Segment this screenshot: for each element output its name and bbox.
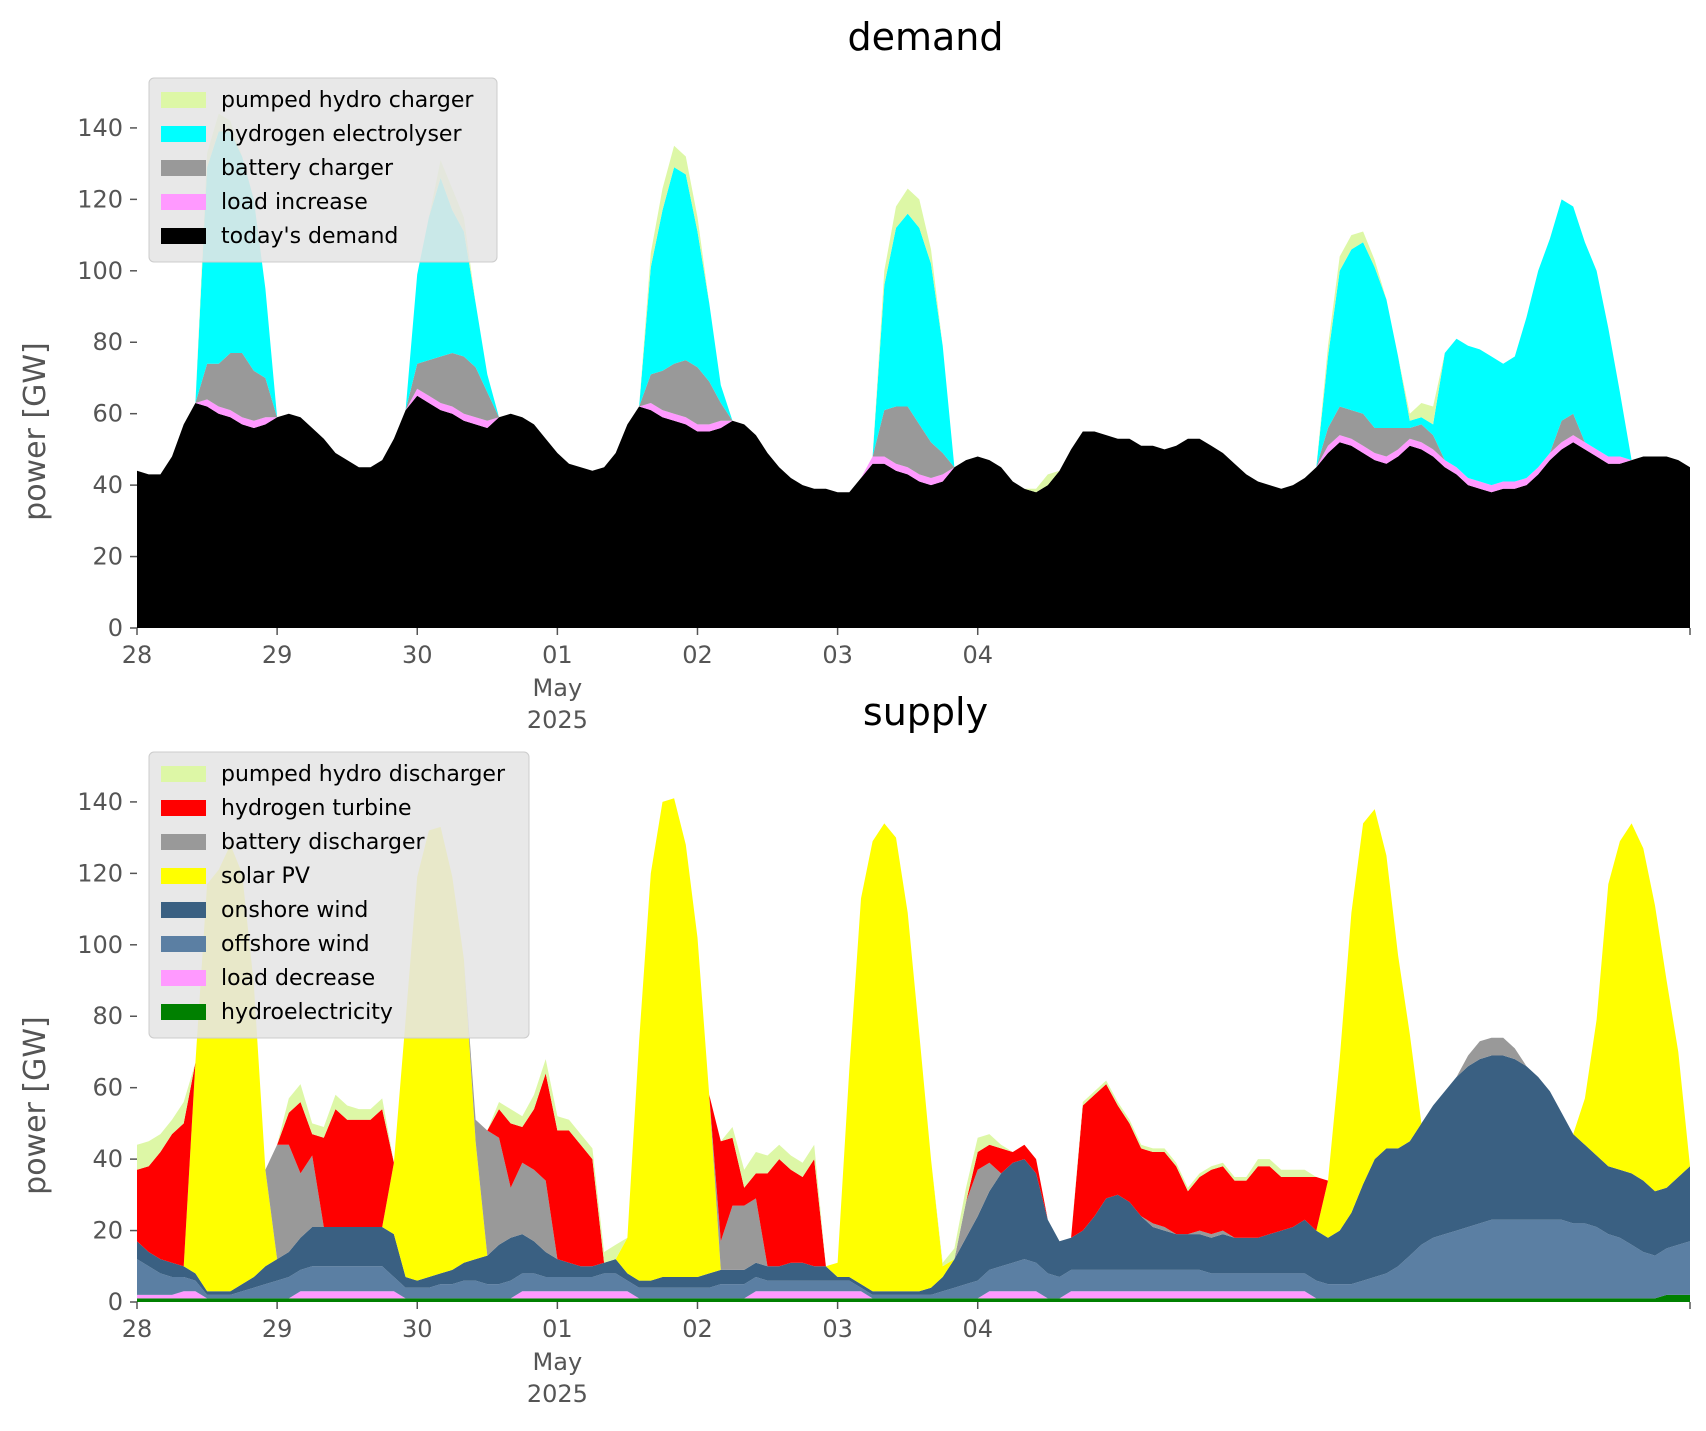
legend-swatch-hydrogen-turbine xyxy=(161,800,206,816)
legend-swatch-offshore-wind xyxy=(161,936,206,952)
legend-label: solar PV xyxy=(221,864,310,889)
legend-label: hydrogen turbine xyxy=(221,796,412,821)
x-tick-label: 29 xyxy=(262,1315,293,1343)
legend-swatch-battery-discharger xyxy=(161,834,206,850)
legend-box xyxy=(148,77,498,263)
x-tick-label: 30 xyxy=(402,641,433,669)
y-tick-label: 140 xyxy=(77,788,123,816)
y-tick-label: 40 xyxy=(92,1145,123,1173)
x-tick-label: 03 xyxy=(822,1315,853,1343)
legend-label: offshore wind xyxy=(221,932,370,957)
legend-label: battery discharger xyxy=(221,830,426,855)
legend-swatch-load-decrease xyxy=(161,970,206,986)
series-area-load-increase xyxy=(137,388,1690,493)
legend-swatch-solar-pv xyxy=(161,868,206,884)
legend-label: today's demand xyxy=(221,224,398,249)
x-tick-label: 01 xyxy=(542,641,573,669)
y-tick-label: 100 xyxy=(77,257,123,285)
y-tick-label: 80 xyxy=(92,328,123,356)
y-tick-label: 80 xyxy=(92,1002,123,1030)
series-area-load-decrease xyxy=(137,1291,1690,1299)
series-area-battery-discharger xyxy=(137,798,1690,1270)
y-tick-label: 60 xyxy=(92,400,123,428)
y-tick-label: 120 xyxy=(77,185,123,213)
x-axis-month-label: May xyxy=(533,674,583,702)
legend-label: onshore wind xyxy=(221,898,368,923)
legend-label: pumped hydro discharger xyxy=(221,762,506,787)
x-tick-label: 03 xyxy=(822,641,853,669)
x-axis-year-label: 2025 xyxy=(527,706,588,734)
series-area-offshore-wind xyxy=(137,1219,1690,1299)
y-tick-label: 100 xyxy=(77,931,123,959)
y-tick-label: 40 xyxy=(92,471,123,499)
series-area-hydroelectricity xyxy=(137,1294,1690,1302)
y-tick-label: 120 xyxy=(77,859,123,887)
series-area-hydrogen-turbine xyxy=(137,798,1690,1267)
x-tick-label: 04 xyxy=(962,641,993,669)
legend-label: hydroelectricity xyxy=(221,1000,393,1025)
x-tick-label: 02 xyxy=(682,641,713,669)
series-area-today-s-demand xyxy=(137,395,1690,628)
y-tick-label: 20 xyxy=(92,543,123,571)
series-area-onshore-wind xyxy=(137,1055,1690,1295)
chart-title: demand xyxy=(847,15,1003,59)
y-axis-label: power [GW] xyxy=(18,342,53,521)
y-tick-label: 60 xyxy=(92,1074,123,1102)
x-tick-label: 29 xyxy=(262,641,293,669)
y-tick-label: 20 xyxy=(92,1217,123,1245)
x-tick-label: 28 xyxy=(122,1315,153,1343)
x-tick-label: 01 xyxy=(542,1315,573,1343)
legend-swatch-today-s-demand xyxy=(161,228,206,244)
legend-label: load increase xyxy=(221,190,368,215)
x-tick-label: 02 xyxy=(682,1315,713,1343)
x-axis-year-label: 2025 xyxy=(527,1380,588,1408)
series-area-battery-charger xyxy=(137,353,1690,493)
legend-swatch-pumped-hydro-discharger xyxy=(161,766,206,782)
legend-label: hydrogen electrolyser xyxy=(221,122,462,147)
legend-swatch-battery-charger xyxy=(161,160,206,176)
chart-title: supply xyxy=(863,690,988,734)
legend-box xyxy=(148,751,530,1039)
legend-swatch-pumped-hydro-charger xyxy=(161,92,206,108)
x-tick-label: 30 xyxy=(402,1315,433,1343)
x-tick-label: 28 xyxy=(122,641,153,669)
y-axis-label: power [GW] xyxy=(18,1016,53,1195)
y-tick-label: 140 xyxy=(77,114,123,142)
legend-label: load decrease xyxy=(221,966,375,991)
legend-swatch-hydrogen-electrolyser xyxy=(161,126,206,142)
x-tick-label: 04 xyxy=(962,1315,993,1343)
y-tick-label: 0 xyxy=(108,1288,123,1316)
legend-swatch-hydroelectricity xyxy=(161,1004,206,1020)
y-tick-label: 0 xyxy=(108,614,123,642)
legend-label: battery charger xyxy=(221,156,394,181)
legend: pumped hydro charger hydrogen electrolyse… xyxy=(148,77,498,263)
legend-swatch-onshore-wind xyxy=(161,902,206,918)
x-axis-month-label: May xyxy=(533,1348,583,1376)
series-area-hydrogen-electrolyser xyxy=(137,131,1690,493)
legend: pumped hydro discharger hydrogen turbine b… xyxy=(148,751,530,1039)
series-area-solar-pv xyxy=(137,798,1690,1292)
legend-label: pumped hydro charger xyxy=(221,88,474,113)
legend-swatch-load-increase xyxy=(161,194,206,210)
